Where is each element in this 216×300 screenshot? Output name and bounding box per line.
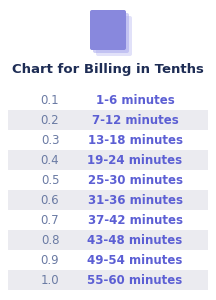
Text: 19-24 minutes: 19-24 minutes [87, 154, 183, 166]
Text: 0.4: 0.4 [41, 154, 59, 166]
Text: 37-42 minutes: 37-42 minutes [87, 214, 183, 226]
FancyBboxPatch shape [8, 150, 208, 170]
Text: Chart for Billing in Tenths: Chart for Billing in Tenths [12, 64, 204, 76]
FancyBboxPatch shape [8, 230, 208, 250]
Text: 0.5: 0.5 [41, 173, 59, 187]
Text: 0.1: 0.1 [41, 94, 59, 106]
Text: 13-18 minutes: 13-18 minutes [87, 134, 183, 146]
FancyBboxPatch shape [90, 10, 126, 50]
Text: 55-60 minutes: 55-60 minutes [87, 274, 183, 286]
Text: 7-12 minutes: 7-12 minutes [92, 113, 178, 127]
Text: 1-6 minutes: 1-6 minutes [96, 94, 174, 106]
FancyBboxPatch shape [8, 270, 208, 290]
FancyBboxPatch shape [8, 110, 208, 130]
FancyBboxPatch shape [96, 16, 132, 56]
Text: 31-36 minutes: 31-36 minutes [87, 194, 183, 206]
Text: 0.6: 0.6 [41, 194, 59, 206]
Text: 0.8: 0.8 [41, 233, 59, 247]
FancyBboxPatch shape [8, 190, 208, 210]
Text: 49-54 minutes: 49-54 minutes [87, 254, 183, 266]
Text: 43-48 minutes: 43-48 minutes [87, 233, 183, 247]
Text: 0.9: 0.9 [41, 254, 59, 266]
Text: 1.0: 1.0 [41, 274, 59, 286]
Text: 25-30 minutes: 25-30 minutes [87, 173, 183, 187]
FancyBboxPatch shape [93, 13, 129, 53]
Text: 0.2: 0.2 [41, 113, 59, 127]
Text: 0.7: 0.7 [41, 214, 59, 226]
Text: 0.3: 0.3 [41, 134, 59, 146]
